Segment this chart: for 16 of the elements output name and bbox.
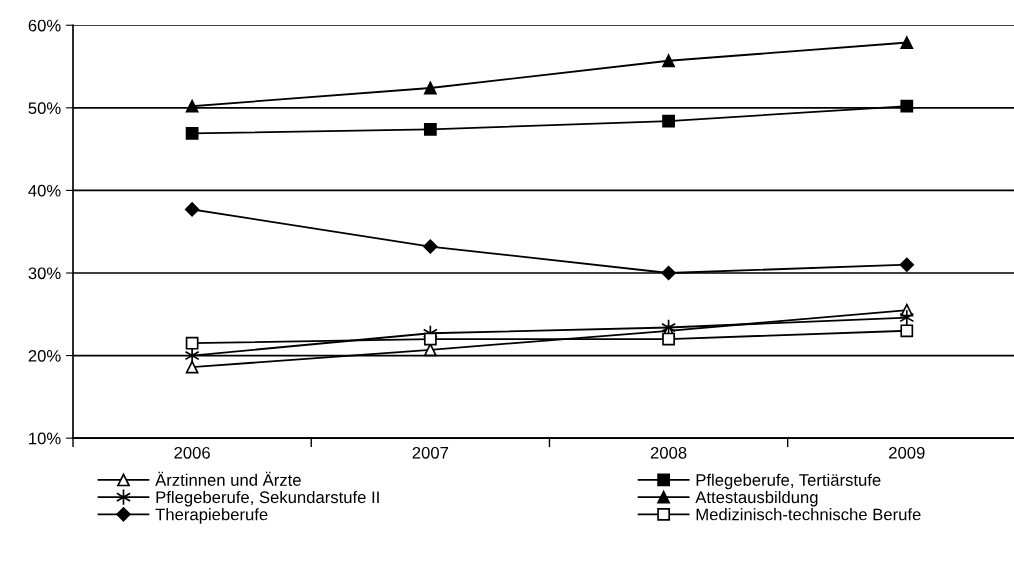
legend-label: Pflegeberufe, Sekundarstufe II bbox=[156, 490, 379, 507]
legend-label: Ärztinnen und Ärzte bbox=[155, 471, 301, 486]
y-tick-label: 50% bbox=[28, 102, 61, 115]
y-tick-label: 20% bbox=[28, 349, 61, 362]
legend-label: Attestausbildung bbox=[695, 490, 818, 507]
y-tick-label: 10% bbox=[29, 432, 61, 445]
legend-label: Pflegeberufe, Tertiärstufe bbox=[696, 473, 881, 490]
x-tick-label: 2009 bbox=[889, 446, 925, 459]
x-tick-label: 2008 bbox=[650, 446, 687, 459]
y-tick-label: 60% bbox=[28, 19, 61, 32]
x-tick-label: 2007 bbox=[412, 446, 449, 459]
legend-label: Medizinisch-technische Berufe bbox=[696, 508, 921, 521]
y-tick-label: 40% bbox=[28, 184, 61, 197]
y-tick-label: 30% bbox=[28, 267, 61, 280]
legend-label: Therapieberufe bbox=[155, 508, 268, 524]
x-tick-label: 2006 bbox=[174, 446, 210, 459]
